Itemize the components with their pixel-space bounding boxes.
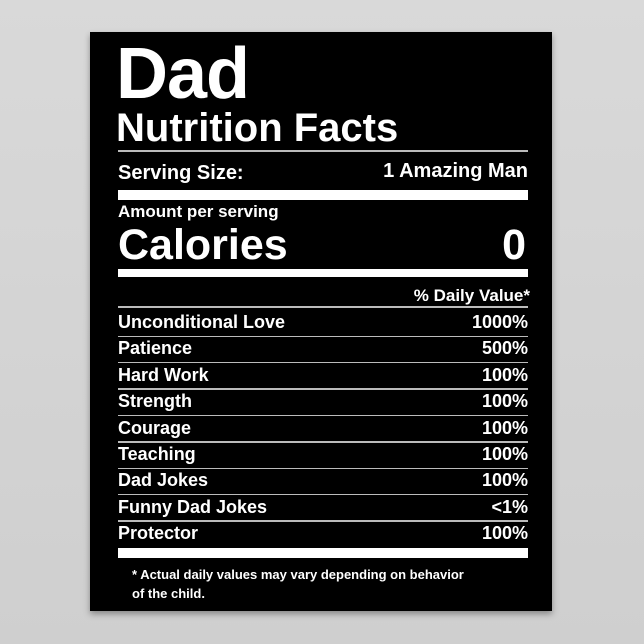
nutrient-name: Dad Jokes	[118, 470, 209, 491]
nutrient-row: Dad Jokes 100%	[118, 467, 528, 493]
thick-divider	[118, 269, 528, 277]
nutrient-name: Courage	[118, 417, 192, 438]
nutrient-value: <1%	[491, 496, 528, 517]
serving-size-value: 1 Amazing Man	[383, 160, 528, 182]
divider	[118, 414, 528, 417]
nutrient-value: 100%	[481, 444, 528, 464]
title-dad: Dad	[116, 34, 250, 114]
daily-value-header: % Daily Value*	[413, 286, 530, 305]
calories-label: Calories	[118, 221, 288, 269]
nutrient-value: 100%	[481, 417, 528, 438]
nutrient-row: Unconditional Love 1000%	[118, 309, 528, 335]
divider	[118, 361, 528, 364]
divider	[118, 388, 528, 390]
amount-per-serving: Amount per serving	[118, 202, 279, 221]
nutrient-value: 100%	[481, 364, 528, 385]
divider	[118, 493, 528, 496]
divider	[118, 441, 528, 443]
nutrient-row: Teaching 100%	[118, 441, 528, 467]
nutrient-value: 100%	[481, 523, 528, 544]
nutrient-row: Funny Dad Jokes <1%	[118, 494, 528, 520]
nutrient-row: Protector 100%	[118, 520, 528, 546]
nutrient-name: Unconditional Love	[118, 312, 286, 332]
serving-size-label: Serving Size:	[118, 162, 244, 184]
nutrient-row: Strength 100%	[118, 388, 528, 414]
divider	[118, 335, 528, 337]
nutrient-value: 500%	[481, 338, 528, 359]
divider	[118, 467, 528, 469]
nutrient-row: Hard Work 100%	[118, 362, 528, 388]
nutrient-name: Teaching	[118, 444, 196, 464]
nutrient-value: 100%	[481, 391, 528, 412]
divider	[118, 150, 528, 152]
nutrient-name: Protector	[118, 523, 199, 544]
nutrient-name: Hard Work	[118, 364, 209, 385]
nutrient-row: Courage 100%	[118, 415, 528, 441]
thick-divider	[118, 548, 528, 558]
nutrient-name: Strength	[118, 391, 192, 412]
divider	[118, 306, 528, 308]
thick-divider	[118, 190, 528, 200]
footnote-line2: of the child.	[132, 586, 205, 601]
nutrient-value: 1000%	[471, 312, 528, 332]
nutrient-name: Patience	[118, 338, 193, 359]
calories-value: 0	[502, 221, 526, 269]
nutrient-value: 100%	[481, 470, 528, 491]
divider	[118, 520, 528, 522]
footnote-line1: * Actual daily values may vary depending…	[132, 567, 464, 582]
nutrient-name: Funny Dad Jokes	[118, 496, 268, 517]
nutrition-facts-poster: Dad Nutrition Facts Serving Size: 1 Amaz…	[90, 32, 552, 611]
title-nutrition-facts: Nutrition Facts	[116, 106, 399, 150]
nutrient-row: Patience 500%	[118, 335, 528, 361]
